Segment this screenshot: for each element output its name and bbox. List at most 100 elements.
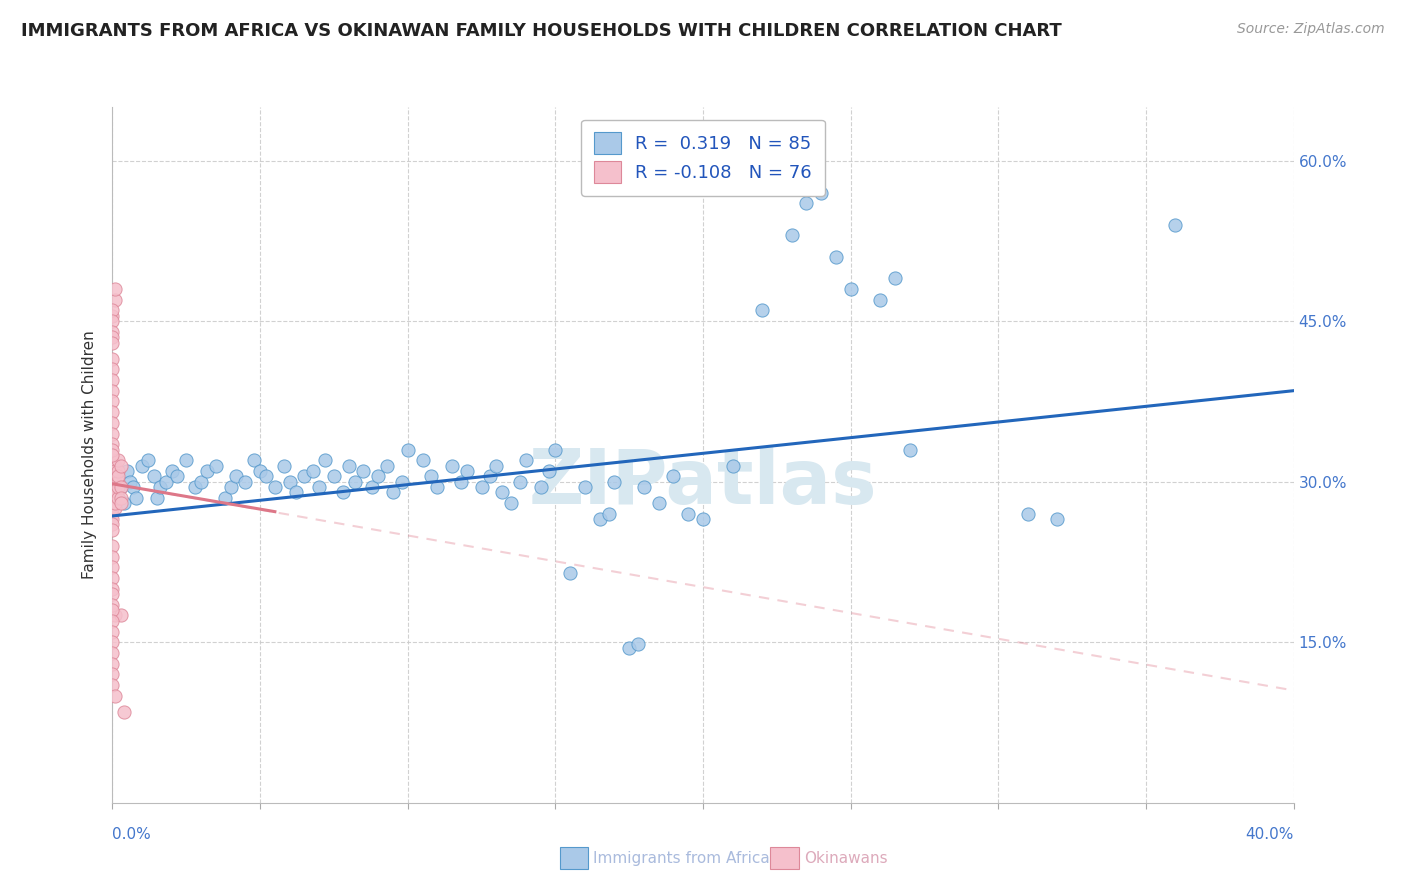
Point	[101, 314, 124, 328]
Point	[456, 464, 478, 478]
Point	[323, 469, 346, 483]
Point	[131, 458, 153, 473]
Point	[107, 491, 129, 505]
Point	[104, 501, 127, 516]
Point	[160, 464, 183, 478]
Point	[501, 496, 523, 510]
Point	[243, 453, 266, 467]
Point	[166, 469, 188, 483]
Point	[450, 475, 472, 489]
Point	[104, 485, 127, 500]
Point	[104, 464, 127, 478]
Point	[898, 442, 921, 457]
Point	[509, 475, 531, 489]
Text: 0.0%: 0.0%	[112, 827, 152, 841]
Point	[780, 228, 803, 243]
Point	[101, 614, 124, 628]
Point	[1046, 512, 1069, 526]
Point	[101, 560, 124, 574]
Point	[544, 442, 567, 457]
Point	[420, 469, 443, 483]
Point	[101, 496, 124, 510]
Point	[104, 480, 127, 494]
Point	[101, 442, 124, 457]
Text: IMMIGRANTS FROM AFRICA VS OKINAWAN FAMILY HOUSEHOLDS WITH CHILDREN CORRELATION C: IMMIGRANTS FROM AFRICA VS OKINAWAN FAMIL…	[21, 22, 1062, 40]
Point	[824, 250, 846, 264]
Point	[101, 475, 124, 489]
Point	[558, 566, 582, 580]
Point	[101, 437, 124, 451]
Text: Source: ZipAtlas.com: Source: ZipAtlas.com	[1237, 22, 1385, 37]
Point	[104, 689, 127, 703]
Point	[107, 475, 129, 489]
Point	[174, 453, 197, 467]
Point	[361, 480, 384, 494]
Point	[254, 469, 277, 483]
Point	[678, 507, 700, 521]
Point	[101, 491, 124, 505]
Point	[101, 458, 124, 473]
Point	[491, 485, 513, 500]
Point	[1017, 507, 1039, 521]
Point	[101, 303, 124, 318]
Point	[588, 512, 610, 526]
Point	[190, 475, 212, 489]
Point	[107, 464, 129, 478]
Point	[284, 485, 307, 500]
Text: ZIPatlas: ZIPatlas	[529, 446, 877, 520]
Point	[662, 469, 685, 483]
Point	[396, 442, 419, 457]
Point	[101, 394, 124, 409]
Point	[104, 293, 127, 307]
Point	[107, 469, 129, 483]
Point	[538, 464, 561, 478]
Point	[107, 453, 129, 467]
Point	[136, 453, 159, 467]
Point	[101, 539, 124, 553]
Point	[796, 196, 818, 211]
Point	[101, 549, 124, 564]
Point	[391, 475, 413, 489]
Point	[264, 480, 287, 494]
Point	[101, 603, 124, 617]
Text: 40.0%: 40.0%	[1246, 827, 1294, 841]
Point	[101, 646, 124, 660]
Point	[529, 480, 551, 494]
Point	[112, 496, 135, 510]
Point	[101, 335, 124, 350]
Point	[101, 351, 124, 366]
Point	[101, 491, 124, 505]
Point	[441, 458, 464, 473]
Point	[149, 480, 172, 494]
Point	[647, 496, 671, 510]
Point	[110, 608, 132, 623]
Point	[101, 448, 124, 462]
Point	[101, 330, 124, 344]
Point	[367, 469, 389, 483]
Point	[125, 491, 148, 505]
Point	[101, 501, 124, 516]
Point	[101, 512, 124, 526]
Point	[314, 453, 336, 467]
Point	[107, 480, 129, 494]
Y-axis label: Family Households with Children: Family Households with Children	[82, 331, 97, 579]
Point	[249, 464, 271, 478]
Point	[101, 635, 124, 649]
Point	[101, 309, 124, 323]
Point	[195, 464, 218, 478]
Point	[633, 480, 655, 494]
Point	[214, 491, 236, 505]
Point	[101, 325, 124, 339]
Point	[110, 496, 132, 510]
Point	[884, 271, 907, 285]
Point	[337, 458, 360, 473]
Point	[233, 475, 256, 489]
Point	[101, 598, 124, 612]
Point	[101, 485, 124, 500]
Point	[751, 303, 773, 318]
Point	[205, 458, 228, 473]
Point	[110, 458, 132, 473]
Text: Okinawans: Okinawans	[804, 851, 887, 865]
Point	[101, 362, 124, 376]
Point	[101, 469, 124, 483]
